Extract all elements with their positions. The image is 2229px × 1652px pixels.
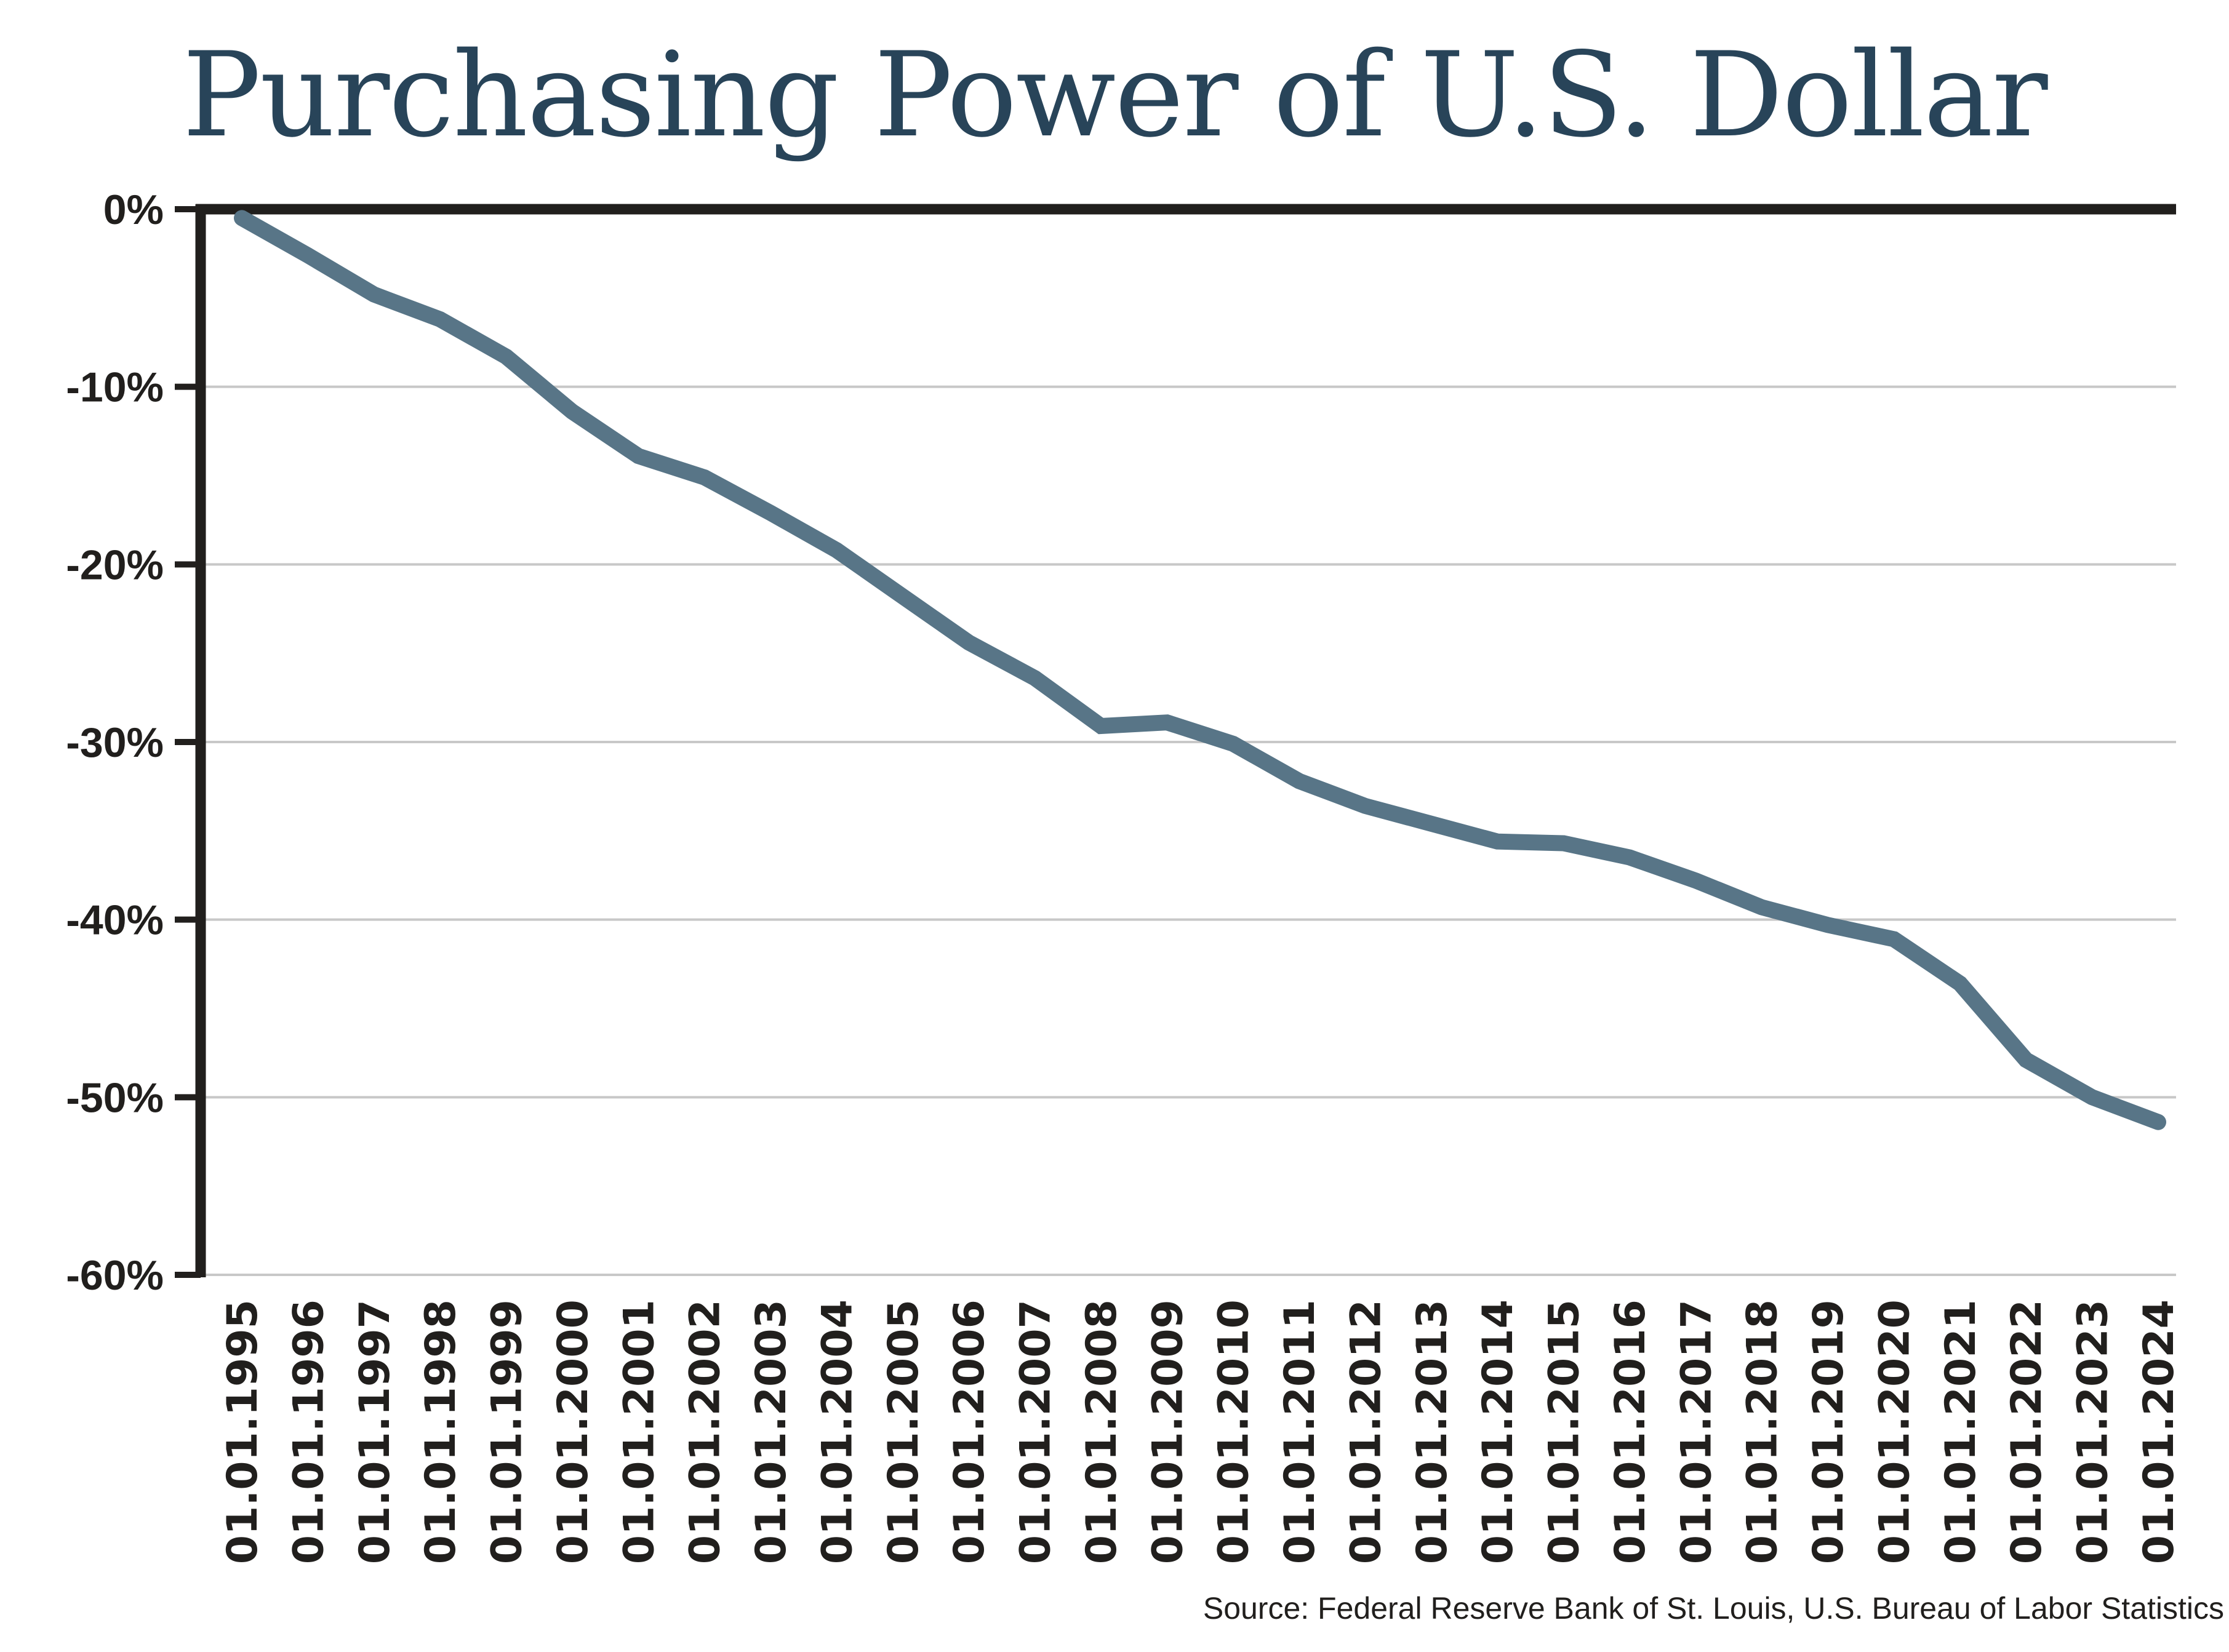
x-tick-label: 01.01.2021 [1937,1299,1985,1564]
x-tick-label: 01.01.2002 [681,1299,730,1564]
y-tick-label: 0% [103,186,164,233]
data-point [1166,722,1167,723]
data-point [902,596,903,597]
data-point [1100,725,1102,727]
x-tick-label: 01.01.2009 [1143,1299,1192,1564]
x-tick-label: 01.01.2015 [1540,1299,1589,1564]
data-point [307,255,308,256]
gridlines [201,385,2176,1276]
x-tick-label: 01.01.2011 [1276,1299,1324,1564]
data-point [572,411,573,412]
x-tick-label: 01.01.2016 [1606,1299,1655,1564]
data-point [439,319,441,320]
chart-title: Purchasing Power of U.S. Dollar [182,27,2047,163]
x-tick-label: 01.01.2007 [1012,1299,1060,1564]
y-tick-label: -40% [66,897,164,944]
data-point [1695,880,1696,881]
data-point [1233,743,1234,744]
x-tick-label: 01.01.2014 [1474,1299,1523,1564]
x-tick-label: 01.01.2004 [813,1299,862,1564]
data-point [836,549,837,551]
data-point [1827,924,1828,925]
x-tick-label: 01.01.2010 [1210,1299,1259,1564]
x-tick-label: 01.01.1995 [218,1299,267,1564]
x-tick-label: 01.01.2022 [2003,1299,2051,1564]
x-tick-label: 01.01.2003 [747,1299,796,1564]
data-point [1299,781,1300,782]
data-point [1893,938,1894,940]
x-tick-label: 01.01.2012 [1342,1299,1390,1564]
y-tick-label: -50% [66,1074,164,1121]
x-axis-ticks: 01.01.1995 01.01.1996 01.01.1997 01.01.1998… [218,1299,2183,1564]
data-point [1364,805,1366,807]
x-tick-label: 01.01.2000 [549,1299,598,1564]
source-note: Source: Federal Reserve Bank of St. Loui… [1203,1591,2224,1626]
y-tick-label: -20% [66,541,164,588]
data-point [1034,677,1036,679]
data-point [1761,906,1763,908]
series-layer [234,210,2166,1130]
x-tick-label: 01.01.1999 [483,1299,532,1564]
data-point [770,513,771,514]
x-tick-label: 01.01.2024 [2135,1299,2183,1564]
series-line [234,210,2166,1130]
data-point [638,455,639,457]
data-point [1497,841,1498,842]
x-tick-label: 01.01.2017 [1672,1299,1721,1564]
y-tick-label: -10% [66,364,164,411]
data-point [2158,1122,2159,1123]
data-point [1959,983,1961,984]
data-point [241,217,242,218]
x-tick-label: 01.01.2019 [1804,1299,1853,1564]
data-point [1431,823,1432,824]
x-tick-label: 01.01.1996 [284,1299,333,1564]
y-axis-ticks: 0% -10% -20% -30% -40% -50% -60% [66,186,201,1299]
x-tick-label: 01.01.2013 [1408,1299,1457,1564]
data-point [2025,1059,2027,1061]
data-point [506,356,507,357]
x-tick-label: 01.01.2005 [879,1299,928,1564]
x-tick-label: 01.01.1997 [351,1299,399,1564]
data-point [968,642,969,643]
axes [195,204,2176,1277]
data-point [1563,843,1564,844]
x-tick-label: 01.01.2001 [615,1299,663,1564]
x-tick-label: 01.01.2023 [2069,1299,2118,1564]
x-tick-label: 01.01.2008 [1078,1299,1126,1564]
y-tick-label: -30% [66,719,164,766]
x-tick-label: 01.01.2006 [945,1299,994,1564]
x-tick-label: 01.01.1998 [417,1299,465,1564]
x-tick-label: 01.01.2018 [1739,1299,1787,1564]
data-point [2092,1096,2093,1098]
y-tick-label: -60% [66,1252,164,1299]
x-tick-label: 01.01.2020 [1870,1299,1919,1564]
data-point [1629,857,1630,858]
data-point [374,294,375,295]
data-point [704,477,705,478]
